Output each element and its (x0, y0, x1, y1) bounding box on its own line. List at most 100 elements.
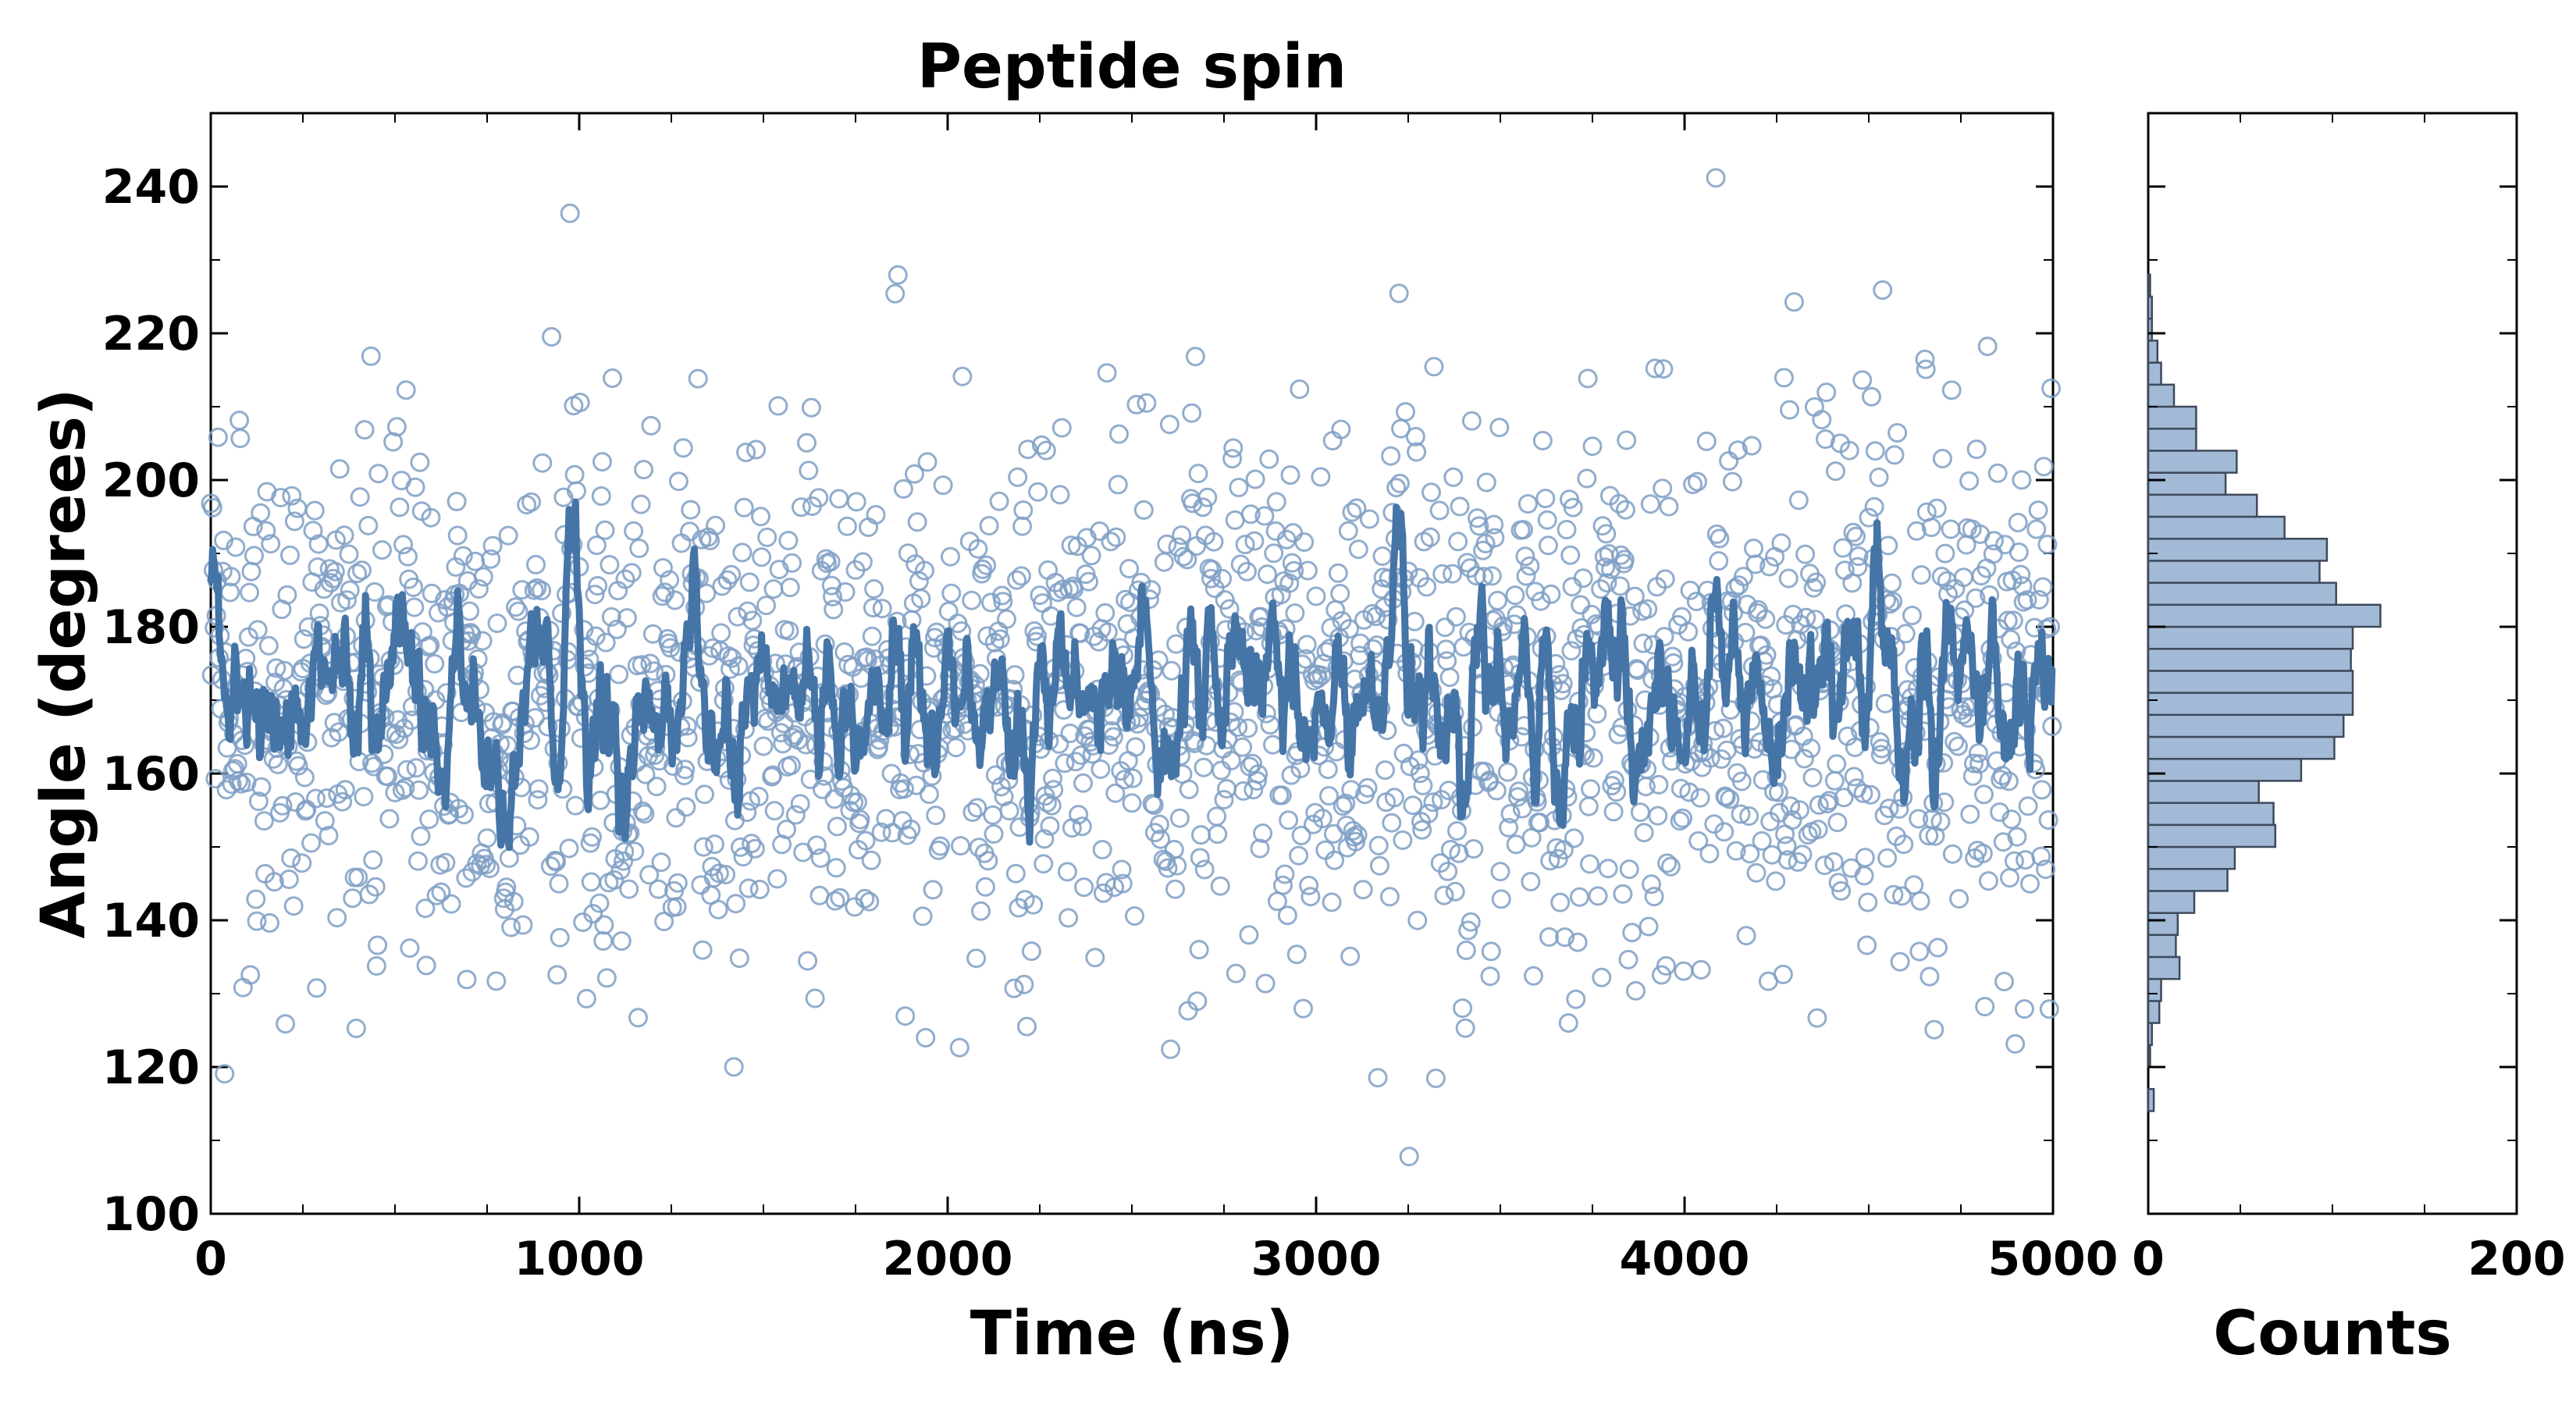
scatter-point (1300, 887, 1321, 907)
scatter-point (901, 819, 921, 839)
scatter-point (624, 841, 645, 862)
scatter-point (779, 621, 799, 641)
scatter-point (1043, 768, 1062, 788)
scatter-point (1331, 419, 1351, 439)
scatter-point (1583, 748, 1603, 768)
histogram-bar (2147, 340, 2159, 364)
scatter-point (512, 580, 532, 600)
scatter-point (2020, 873, 2040, 894)
scatter-point (632, 655, 652, 675)
scatter-point (528, 779, 549, 799)
scatter-point (271, 488, 291, 507)
scatter-point (1323, 823, 1343, 844)
scatter-point (1827, 754, 1847, 774)
scatter-point (660, 570, 680, 590)
scatter-point (1660, 856, 1681, 877)
histogram-bar (2147, 427, 2197, 452)
scatter-point (1935, 543, 1955, 564)
scatter-point (1555, 927, 1575, 948)
scatter-point (374, 744, 394, 764)
scatter-point (1446, 606, 1466, 627)
scatter-point (1238, 718, 1258, 738)
scatter-point (962, 590, 982, 610)
scatter-point (468, 649, 488, 669)
scatter-point (1865, 441, 1885, 461)
scatter-point (1780, 400, 1799, 420)
scatter-point (979, 516, 999, 535)
scatter-point (806, 835, 827, 855)
scatter-point (1353, 880, 1373, 900)
scatter-point (1514, 520, 1533, 540)
histogram-bars (2147, 273, 2382, 1112)
scatter-point (926, 806, 946, 826)
scatter-point (1649, 774, 1669, 795)
scatter-point (1652, 965, 1671, 985)
scatter-point (1081, 546, 1101, 566)
scatter-point (1448, 532, 1468, 552)
chart-title: Peptide spin (917, 32, 1347, 102)
scatter-point (1028, 482, 1048, 502)
scatter-point (790, 794, 810, 814)
scatter-point (283, 896, 304, 916)
scatter-point (1069, 805, 1089, 825)
scatter-point (585, 626, 606, 646)
scatter-point (1291, 825, 1311, 845)
scatter-point (1061, 535, 1081, 556)
scatter-point (742, 834, 762, 854)
scatter-point (560, 203, 580, 223)
scatter-point (791, 497, 811, 518)
scatter-point (2033, 457, 2054, 477)
scatter-point (977, 555, 997, 575)
scatter-point (739, 572, 760, 592)
scatter-point (1882, 573, 1902, 593)
scatter-point (1520, 556, 1540, 576)
scatter-point (1826, 461, 1845, 482)
scatter-point (746, 439, 767, 460)
scatter-point (1407, 442, 1427, 462)
scatter-point (888, 265, 908, 285)
scatter-point (1812, 410, 1832, 430)
scatter-point (777, 820, 796, 840)
scatter-point (2032, 780, 2052, 800)
scatter-point (1857, 935, 1877, 955)
scatter-point (1190, 848, 1210, 868)
scatter-point (1123, 768, 1143, 788)
scatter-point (1942, 844, 1962, 864)
y-tick-label: 200 (102, 454, 200, 508)
scatter-point (1059, 908, 1079, 928)
scatter-point (785, 725, 805, 745)
scatter-point (1670, 811, 1690, 831)
scatter-point (1066, 752, 1086, 772)
scatter-point (1263, 735, 1283, 755)
scatter-point (1379, 887, 1400, 907)
scatter-point (226, 537, 246, 557)
scatter-point (1488, 590, 1507, 610)
scatter-point (400, 938, 420, 959)
scatter-point (603, 368, 622, 388)
scatter-point (917, 452, 938, 472)
scatter-point (604, 870, 624, 890)
scatter-point (1154, 552, 1174, 572)
y-tick-label: 120 (102, 1040, 200, 1095)
scatter-point (339, 544, 359, 564)
scatter-point (473, 567, 493, 587)
scatter-point (905, 464, 924, 484)
scatter-point (1476, 472, 1496, 493)
scatter-point (1648, 806, 1668, 826)
scatter-point (2041, 379, 2062, 398)
scatter-point (1603, 802, 1624, 822)
scatter-point (1168, 537, 1188, 557)
scatter-point (398, 546, 418, 567)
scatter-point (1490, 862, 1510, 882)
scatter-point (635, 804, 655, 824)
histogram-bar (2147, 603, 2382, 628)
scatter-point (1480, 966, 1500, 987)
scatter-point (419, 809, 439, 830)
scatter-point (1108, 475, 1128, 495)
scatter-point (532, 453, 553, 473)
scatter-point (895, 1006, 916, 1026)
scatter-point (294, 767, 315, 788)
scatter-point (366, 956, 386, 976)
scatter-point (962, 802, 983, 822)
scatter-point (1290, 379, 1310, 400)
